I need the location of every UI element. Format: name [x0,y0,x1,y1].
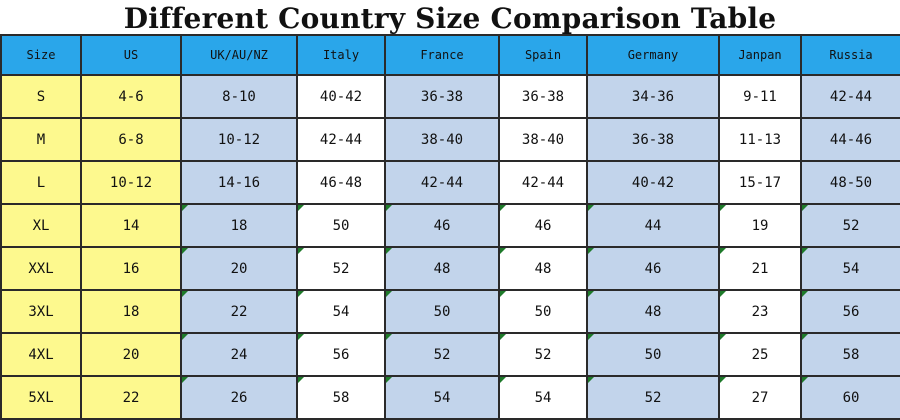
cell-spain: 38-40 [498,117,588,162]
cell-size: 5XL [0,375,82,420]
header-spain: Spain [498,34,588,76]
cell-uk-au-nz: 20 [180,246,298,291]
cell-uk-au-nz: 14-16 [180,160,298,205]
size-comparison-table: Size US UK/AU/NZ Italy France Spain Germ… [0,34,900,420]
cell-japan: 15-17 [718,160,802,205]
cell-germany: 36-38 [586,117,720,162]
cell-germany: 52 [586,375,720,420]
cell-japan: 11-13 [718,117,802,162]
cell-germany: 46 [586,246,720,291]
cell-uk-au-nz: 22 [180,289,298,334]
cell-size: L [0,160,82,205]
cell-russia: 48-50 [800,160,900,205]
cell-spain: 50 [498,289,588,334]
cell-uk-au-nz: 26 [180,375,298,420]
cell-size: M [0,117,82,162]
cell-size: XL [0,203,82,248]
header-us: US [80,34,182,76]
cell-us: 6-8 [80,117,182,162]
cell-us: 22 [80,375,182,420]
cell-spain: 54 [498,375,588,420]
cell-size: XXL [0,246,82,291]
cell-russia: 54 [800,246,900,291]
table-title: Different Country Size Comparison Table [123,1,777,35]
cell-france: 52 [384,332,500,377]
cell-us: 10-12 [80,160,182,205]
table-row: 3XL 18 22 54 50 50 48 23 56 [0,289,900,334]
header-uk-au-nz: UK/AU/NZ [180,34,298,76]
cell-france: 38-40 [384,117,500,162]
cell-spain: 48 [498,246,588,291]
cell-france: 46 [384,203,500,248]
cell-france: 50 [384,289,500,334]
cell-germany: 40-42 [586,160,720,205]
cell-russia: 52 [800,203,900,248]
table-row: XXL 16 20 52 48 48 46 21 54 [0,246,900,291]
cell-italy: 46-48 [296,160,386,205]
cell-uk-au-nz: 8-10 [180,74,298,119]
cell-russia: 42-44 [800,74,900,119]
table-row: S 4-6 8-10 40-42 36-38 36-38 34-36 9-11 42-44 [0,74,900,119]
cell-us: 16 [80,246,182,291]
header-germany: Germany [586,34,720,76]
cell-japan: 9-11 [718,74,802,119]
cell-italy: 52 [296,246,386,291]
cell-size: S [0,74,82,119]
table-row: M 6-8 10-12 42-44 38-40 38-40 36-38 11-13 44-46 [0,117,900,162]
header-france: France [384,34,500,76]
cell-uk-au-nz: 24 [180,332,298,377]
cell-japan: 19 [718,203,802,248]
cell-japan: 27 [718,375,802,420]
cell-japan: 21 [718,246,802,291]
table-row: L 10-12 14-16 46-48 42-44 42-44 40-42 15-17 48-5… [0,160,900,205]
cell-russia: 60 [800,375,900,420]
cell-italy: 50 [296,203,386,248]
cell-italy: 54 [296,289,386,334]
cell-size: 3XL [0,289,82,334]
cell-france: 42-44 [384,160,500,205]
cell-us: 14 [80,203,182,248]
cell-france: 54 [384,375,500,420]
cell-spain: 36-38 [498,74,588,119]
cell-uk-au-nz: 18 [180,203,298,248]
cell-spain: 46 [498,203,588,248]
cell-germany: 44 [586,203,720,248]
cell-france: 36-38 [384,74,500,119]
cell-italy: 40-42 [296,74,386,119]
header-italy: Italy [296,34,386,76]
header-size: Size [0,34,82,76]
cell-germany: 34-36 [586,74,720,119]
cell-size: 4XL [0,332,82,377]
cell-us: 18 [80,289,182,334]
cell-italy: 58 [296,375,386,420]
cell-germany: 48 [586,289,720,334]
table-row: 5XL 22 26 58 54 54 52 27 60 [0,375,900,420]
header-japan: Janpan [718,34,802,76]
header-russia: Russia [800,34,900,76]
table-body: S 4-6 8-10 40-42 36-38 36-38 34-36 9-11 42-44 M 6-… [0,74,900,420]
cell-russia: 44-46 [800,117,900,162]
cell-spain: 42-44 [498,160,588,205]
table-row: XL 14 18 50 46 46 44 19 52 [0,203,900,248]
cell-russia: 58 [800,332,900,377]
cell-japan: 25 [718,332,802,377]
cell-japan: 23 [718,289,802,334]
cell-france: 48 [384,246,500,291]
cell-spain: 52 [498,332,588,377]
cell-us: 4-6 [80,74,182,119]
cell-uk-au-nz: 10-12 [180,117,298,162]
table-row: 4XL 20 24 56 52 52 50 25 58 [0,332,900,377]
cell-russia: 56 [800,289,900,334]
cell-germany: 50 [586,332,720,377]
cell-italy: 56 [296,332,386,377]
cell-italy: 42-44 [296,117,386,162]
cell-us: 20 [80,332,182,377]
header-row: Size US UK/AU/NZ Italy France Spain Germ… [0,34,900,76]
